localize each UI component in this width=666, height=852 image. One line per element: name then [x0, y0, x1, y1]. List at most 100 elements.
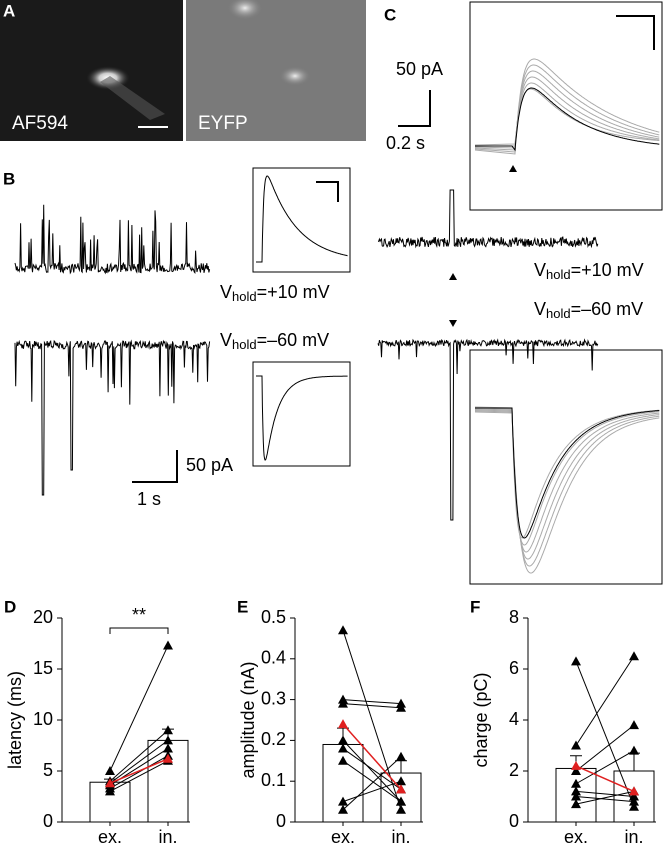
gray-trace [474, 406, 660, 539]
trace [377, 338, 599, 521]
point [629, 720, 639, 730]
mean-line [575, 765, 635, 793]
image-eyfp [186, 0, 366, 141]
gray-trace [474, 76, 660, 149]
panel-label: E [237, 597, 248, 616]
v: V [220, 330, 232, 350]
point [396, 751, 406, 761]
point [571, 778, 581, 788]
y-tick-label: 15 [33, 658, 53, 678]
point [571, 760, 581, 770]
gray-trace [474, 411, 660, 574]
pair-line [342, 756, 402, 811]
annotation: ** [132, 605, 146, 625]
x-tick-label: ex. [331, 827, 355, 847]
point [338, 743, 348, 753]
mean-line [342, 723, 402, 790]
point [396, 784, 406, 794]
rest: =+10 mV [571, 260, 644, 280]
error-bar [628, 752, 640, 771]
gray-trace [474, 409, 660, 560]
pair-line [575, 750, 635, 785]
y-tick-label: 5 [43, 760, 53, 780]
point [163, 753, 173, 763]
point [105, 778, 115, 788]
gray-trace [474, 407, 660, 546]
y-tick-label: 0.4 [261, 648, 286, 668]
point [338, 698, 348, 708]
vhold-label: Vhold=–60 mV [220, 330, 329, 353]
gray-trace [475, 82, 660, 147]
point [629, 651, 639, 661]
scale-bar [316, 181, 339, 202]
trace [256, 375, 348, 461]
vhold-label: Vhold=+10 mV [534, 260, 644, 283]
y-axis-label: amplitude (nA) [238, 661, 258, 778]
point [338, 625, 348, 635]
point [338, 735, 348, 745]
y-tick-label: 0.5 [261, 607, 286, 627]
point [571, 786, 581, 796]
y-tick-label: 6 [509, 658, 519, 678]
point [629, 791, 639, 801]
point [163, 743, 173, 753]
cell [227, 0, 263, 20]
trace [14, 339, 211, 496]
point [571, 656, 581, 666]
sub: hold [546, 267, 571, 282]
scale-bar [132, 450, 178, 483]
scale-label: 50 pA [186, 455, 233, 475]
y-tick-label: 0 [43, 811, 53, 831]
point [338, 796, 348, 806]
gray-trace [474, 64, 660, 153]
x-tick-label: in. [624, 827, 643, 847]
sub: hold [546, 306, 571, 321]
trace [14, 204, 211, 275]
scale-bar [616, 15, 655, 50]
y-tick-label: 20 [33, 607, 53, 627]
sub: hold [232, 337, 257, 352]
pair-line [575, 655, 635, 746]
pair-line [342, 699, 402, 705]
scale-label: 1 s [137, 489, 161, 509]
point [629, 786, 639, 796]
image-label: EYFP [198, 113, 248, 134]
trace [475, 87, 660, 152]
pair-line [342, 630, 402, 810]
point [105, 766, 115, 775]
point [571, 740, 581, 750]
trace [377, 189, 599, 249]
point [571, 799, 581, 809]
inset-box [252, 167, 351, 273]
traces [14, 58, 660, 574]
y-tick-label: 0 [276, 811, 286, 831]
inset-box [469, 1, 663, 211]
stim-marker [449, 273, 457, 280]
point [629, 745, 639, 755]
pair-line [342, 760, 402, 803]
v: V [534, 299, 546, 319]
y-tick-label: 4 [509, 709, 519, 729]
y-tick-label: 8 [509, 607, 519, 627]
v: V [220, 282, 232, 302]
vhold-label: Vhold=–60 mV [534, 299, 643, 322]
mean-line [109, 758, 169, 784]
pair-line [109, 645, 169, 772]
gray-trace [474, 408, 660, 553]
pair-line [109, 739, 169, 784]
pair-line [575, 790, 635, 805]
cell [279, 66, 311, 86]
panel-label: B [3, 169, 15, 188]
pair-line [575, 796, 635, 803]
gray-trace [474, 410, 660, 567]
pair-line [109, 755, 169, 789]
gray-trace [474, 58, 660, 155]
stim-marker [449, 320, 457, 327]
point [396, 804, 406, 814]
scale-label: 50 pA [396, 59, 443, 79]
pair-line [342, 780, 402, 803]
point [396, 776, 406, 786]
point [163, 735, 173, 745]
panel-label: A [3, 1, 15, 20]
error-bar [395, 760, 407, 774]
